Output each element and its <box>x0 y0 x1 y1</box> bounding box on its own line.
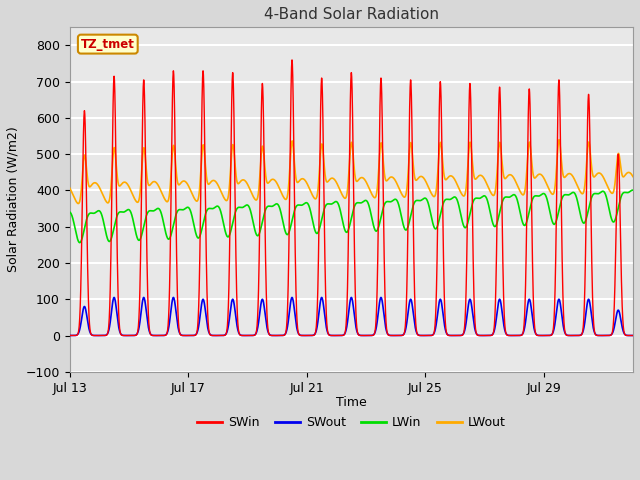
Legend: SWin, SWout, LWin, LWout: SWin, SWout, LWin, LWout <box>192 411 511 434</box>
X-axis label: Time: Time <box>336 396 367 409</box>
Y-axis label: Solar Radiation (W/m2): Solar Radiation (W/m2) <box>7 127 20 273</box>
Text: TZ_tmet: TZ_tmet <box>81 37 135 50</box>
Title: 4-Band Solar Radiation: 4-Band Solar Radiation <box>264 7 439 22</box>
